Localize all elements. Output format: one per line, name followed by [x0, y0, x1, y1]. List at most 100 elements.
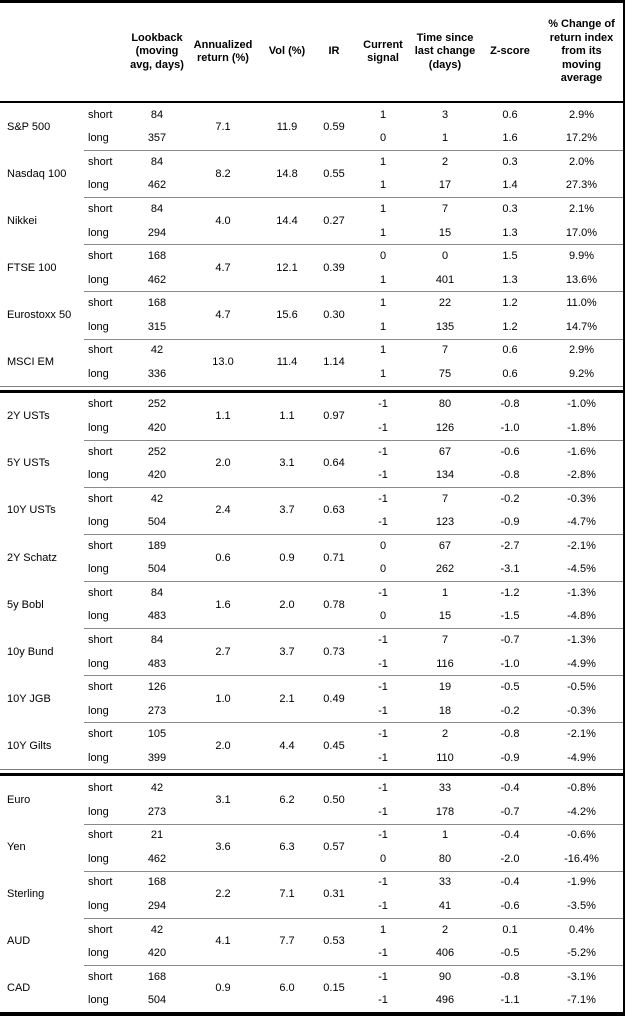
col-header-z-score: Z-score	[490, 45, 530, 58]
lookback-value: 84	[150, 633, 164, 646]
z-score-value-column: -1.2 -1.5	[480, 581, 540, 628]
ir-value: 0.97	[323, 410, 345, 423]
ir-value: 0.50	[323, 794, 345, 807]
z-score-value: 0.6	[502, 344, 518, 357]
horizon-label: long	[88, 751, 109, 764]
lookback-value: 84	[150, 108, 164, 121]
group-separator	[0, 385, 623, 393]
lookback-value-column: 84 462	[130, 150, 184, 197]
current-signal-value: -1	[378, 633, 388, 646]
z-score-value: -0.2	[500, 492, 520, 505]
time-since-change-value: 7	[441, 492, 449, 505]
asset-name: 2Y Schatz	[7, 551, 57, 564]
lookback-value: 294	[147, 900, 167, 913]
pct-change-value-column: -0.5% -0.3%	[540, 675, 623, 722]
lookback-value: 273	[147, 704, 167, 717]
horizon-label: short	[88, 681, 113, 694]
vol-value: 2.0	[279, 598, 295, 611]
horizon-label: short	[88, 108, 113, 121]
pct-change-value: -1.6%	[567, 445, 596, 458]
lookback-value-column: 189 504	[130, 534, 184, 581]
pct-change-value-column: -1.3% -4.9%	[540, 628, 623, 675]
asset-name: CAD	[7, 982, 31, 995]
z-score-value: 0.6	[502, 108, 518, 121]
lookback-value: 252	[147, 398, 167, 411]
lookback-value-column: 42 336	[130, 339, 184, 386]
lookback-value-column: 252 420	[130, 440, 184, 487]
current-signal-value-column: -1 -1	[356, 393, 410, 440]
horizon-label-column: short long	[84, 581, 130, 628]
horizon-label-column: short long	[84, 393, 130, 440]
lookback-value: 399	[147, 751, 167, 764]
pct-change-value: -1.0%	[567, 398, 596, 411]
lookback-value: 42	[150, 923, 164, 936]
col-header-annualized-return: Annualized return (%)	[193, 38, 253, 65]
z-score-value-column: -0.8 -0.9	[480, 722, 540, 769]
annualized-return-value: 0.6	[215, 551, 231, 564]
vol-value: 4.4	[279, 739, 295, 752]
current-signal-value-column: -1 -1	[356, 722, 410, 769]
asset-block-10y-gilts: 10Y Gilts short long 105 399 2.0 4.4 0.45 -1 -1 2 1…	[0, 722, 623, 769]
pct-change-value: 9.2%	[568, 367, 595, 380]
current-signal-value: -1	[378, 516, 388, 529]
horizon-label: short	[88, 398, 113, 411]
pct-change-value: -2.8%	[567, 469, 596, 482]
current-signal-value: 1	[379, 108, 387, 121]
horizon-label: short	[88, 539, 113, 552]
current-signal-value-column: -1 -1	[356, 965, 410, 1012]
time-since-change-value: 1	[441, 132, 449, 145]
lookback-value: 189	[147, 539, 167, 552]
horizon-label: short	[88, 829, 113, 842]
current-signal-value: -1	[378, 586, 388, 599]
pct-change-value: 17.2%	[565, 132, 598, 145]
z-score-value: 1.3	[502, 273, 518, 286]
vol-value: 6.3	[279, 841, 295, 854]
horizon-label: long	[88, 516, 109, 529]
time-since-change-value: 126	[435, 421, 455, 434]
horizon-label-column: short long	[84, 197, 130, 244]
asset-name: Euro	[7, 794, 31, 807]
horizon-label: long	[88, 900, 109, 913]
lookback-value: 42	[150, 782, 164, 795]
horizon-label: short	[88, 344, 113, 357]
current-signal-value: -1	[378, 876, 388, 889]
lookback-value: 420	[147, 421, 167, 434]
current-signal-value-column: -1 -1	[356, 871, 410, 918]
current-signal-value: -1	[378, 970, 388, 983]
annualized-return-value: 4.7	[215, 308, 231, 321]
lookback-value: 504	[147, 516, 167, 529]
horizon-label: short	[88, 728, 113, 741]
pct-change-value: -1.8%	[567, 421, 596, 434]
pct-change-value: 2.9%	[568, 344, 595, 357]
z-score-value-column: 0.6 0.6	[480, 339, 540, 386]
time-since-change-value: 110	[436, 751, 454, 764]
ir-value: 0.53	[323, 935, 345, 948]
horizon-label-column: short long	[84, 291, 130, 338]
lookback-value: 168	[147, 970, 167, 983]
current-signal-value: 0	[379, 852, 387, 865]
horizon-label-column: short long	[84, 440, 130, 487]
z-score-value: -1.1	[500, 994, 520, 1007]
pct-change-value: 0.4%	[568, 923, 595, 936]
asset-name: 5y Bobl	[7, 598, 44, 611]
asset-name: 10Y Gilts	[7, 739, 52, 752]
current-signal-value: 0	[379, 563, 387, 576]
current-signal-value-column: -1 -1	[356, 487, 410, 534]
current-signal-value-column: -1 -1	[356, 440, 410, 487]
vol-value: 3.7	[279, 645, 295, 658]
annualized-return-value: 4.1	[215, 935, 231, 948]
vol-value: 14.8	[276, 167, 298, 180]
pct-change-value: -3.1%	[567, 970, 596, 983]
ir-value: 0.71	[323, 551, 345, 564]
asset-block-5y-usts: 5Y USTs short long 252 420 2.0 3.1 0.64 -1 -1 67 13…	[0, 439, 623, 487]
lookback-value: 84	[150, 155, 164, 168]
z-score-value-column: -0.2 -0.9	[480, 487, 540, 534]
lookback-value: 462	[147, 852, 167, 865]
asset-name: 10Y USTs	[7, 504, 56, 517]
horizon-label-column: short long	[84, 339, 130, 386]
time-since-change-value: 90	[438, 970, 452, 983]
vol-value: 2.1	[279, 692, 295, 705]
z-score-value-column: -0.8 -1.0	[480, 393, 540, 440]
asset-name: 2Y USTs	[7, 410, 50, 423]
